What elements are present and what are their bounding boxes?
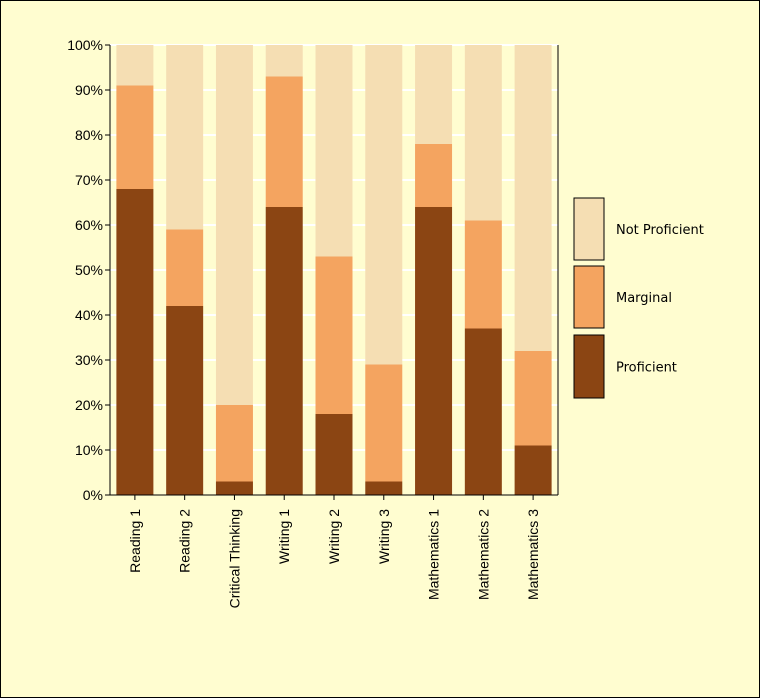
x-tick-label: Writing 1 — [276, 509, 292, 564]
x-tick-label: Reading 1 — [127, 509, 143, 573]
bar-segment-proficient — [215, 481, 253, 495]
x-tick-label: Mathematics 3 — [525, 509, 541, 600]
bars-group — [116, 45, 552, 495]
bar-segment-marginal — [415, 144, 453, 207]
legend-label-proficient: Proficient — [616, 361, 677, 376]
bar-segment-not-proficient — [315, 45, 353, 257]
bar-segment-not-proficient — [415, 45, 453, 144]
x-tick-label: Critical Thinking — [226, 509, 242, 608]
bar-segment-marginal — [365, 364, 403, 482]
x-tick-label: Writing 3 — [376, 509, 392, 564]
y-tick-label: 30% — [75, 352, 103, 368]
x-tick-label: Mathematics 1 — [426, 509, 442, 600]
legend-label-marginal: Marginal — [616, 291, 672, 306]
legend-swatch-proficient — [573, 334, 605, 399]
bar-segment-marginal — [514, 351, 552, 446]
bar-segment-proficient — [265, 207, 303, 495]
y-tick-label: 0% — [83, 487, 103, 503]
bar-segment-not-proficient — [514, 45, 552, 351]
bar-segment-proficient — [415, 207, 453, 495]
bar-segment-not-proficient — [464, 45, 502, 221]
y-tick-label: 90% — [75, 82, 103, 98]
bar-segment-proficient — [464, 328, 502, 495]
y-tick-label: 80% — [75, 127, 103, 143]
x-tick-label: Mathematics 2 — [475, 509, 491, 600]
y-tick-label: 100% — [67, 37, 103, 53]
y-tick-label: 60% — [75, 217, 103, 233]
bar-segment-not-proficient — [265, 45, 303, 77]
y-tick-label: 20% — [75, 397, 103, 413]
bar-segment-proficient — [365, 481, 403, 495]
bar-segment-not-proficient — [116, 45, 154, 86]
bar-segment-marginal — [215, 405, 253, 482]
y-axis-ticks: 0% 10% 20% 30% 40% 50% 60% 70% 80% 90% 100% — [67, 37, 110, 503]
legend-swatch-not-proficient — [573, 197, 605, 261]
legend-label-not-proficient: Not Proficient — [616, 223, 704, 238]
bar-segment-proficient — [315, 414, 353, 495]
y-tick-label: 40% — [75, 307, 103, 323]
bar-segment-marginal — [265, 76, 303, 207]
x-tick-label: Reading 2 — [177, 509, 193, 573]
bar-segment-proficient — [514, 445, 552, 495]
legend-swatch-marginal — [573, 265, 605, 329]
bar-segment-marginal — [315, 256, 353, 414]
y-tick-label: 70% — [75, 172, 103, 188]
bar-segment-marginal — [464, 220, 502, 329]
x-axis-ticks: Reading 1 Reading 2 Critical Thinking Writi… — [127, 495, 541, 608]
bar-segment-marginal — [116, 85, 154, 189]
legend: Not Proficient Marginal Proficient — [573, 197, 704, 399]
bar-segment-proficient — [116, 189, 154, 495]
bar-segment-not-proficient — [215, 45, 253, 405]
bar-segment-not-proficient — [166, 45, 204, 230]
bar-segment-not-proficient — [365, 45, 403, 365]
bar-segment-marginal — [166, 229, 204, 306]
bar-segment-proficient — [166, 306, 204, 495]
y-tick-label: 10% — [75, 442, 103, 458]
y-tick-label: 50% — [75, 262, 103, 278]
x-tick-label: Writing 2 — [326, 509, 342, 564]
